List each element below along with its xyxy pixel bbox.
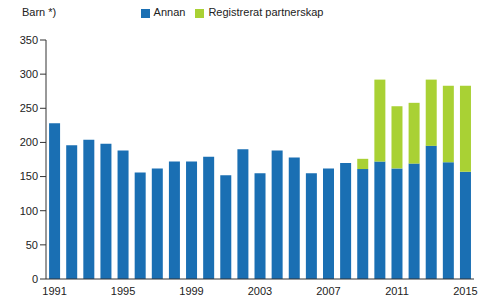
svg-text:100: 100 bbox=[20, 205, 38, 217]
svg-text:2015: 2015 bbox=[453, 285, 477, 297]
svg-text:150: 150 bbox=[20, 170, 38, 182]
svg-text:300: 300 bbox=[20, 68, 38, 80]
svg-text:2011: 2011 bbox=[385, 285, 409, 297]
svg-text:2007: 2007 bbox=[316, 285, 340, 297]
html-text:Barn *): Barn *) bbox=[22, 6, 57, 18]
html-text:Registrerat partnerskap: Registrerat partnerskap bbox=[208, 6, 324, 18]
svg-text:50: 50 bbox=[26, 239, 38, 251]
svg-text:1995: 1995 bbox=[111, 285, 135, 297]
html-text:Annan: Annan bbox=[153, 6, 186, 18]
svg-text:1999: 1999 bbox=[179, 285, 203, 297]
svg-text:0: 0 bbox=[32, 273, 38, 285]
svg-text:350: 350 bbox=[20, 34, 38, 46]
svg-text:2003: 2003 bbox=[248, 285, 272, 297]
svg-text:1991: 1991 bbox=[42, 285, 66, 297]
svg-text:250: 250 bbox=[20, 102, 38, 114]
svg-text:200: 200 bbox=[20, 136, 38, 148]
